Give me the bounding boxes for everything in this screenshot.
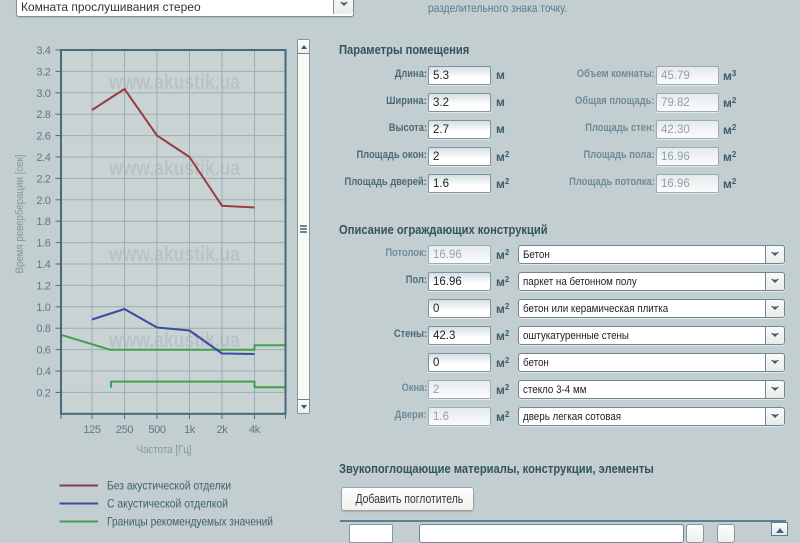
svg-text:www.akustik.ua: www.akustik.ua	[108, 71, 240, 94]
svg-text:www.akustik.ua: www.akustik.ua	[108, 329, 240, 352]
svg-text:0.6: 0.6	[36, 345, 50, 357]
svg-text:3.0: 3.0	[36, 88, 50, 100]
svg-text:2.0: 2.0	[36, 195, 50, 207]
svg-text:2.2: 2.2	[36, 173, 50, 185]
svg-text:1.8: 1.8	[36, 216, 50, 228]
svg-text:0.4: 0.4	[36, 366, 50, 378]
svg-text:2.4: 2.4	[36, 152, 50, 164]
svg-text:0.2: 0.2	[36, 387, 50, 399]
svg-text:1.0: 1.0	[36, 302, 50, 314]
svg-text:www.akustik.ua: www.akustik.ua	[108, 157, 240, 180]
svg-text:125: 125	[83, 424, 100, 436]
svg-text:Границы рекомендуемых значений: Границы рекомендуемых значений	[107, 515, 273, 529]
svg-text:Частота [Гц]: Частота [Гц]	[137, 444, 192, 456]
svg-text:2.8: 2.8	[36, 109, 50, 121]
svg-text:2k: 2k	[217, 424, 229, 436]
svg-text:Время реверберации [сек]: Время реверберации [сек]	[14, 155, 26, 274]
svg-text:2.6: 2.6	[36, 131, 50, 143]
svg-text:3.2: 3.2	[36, 66, 50, 78]
svg-text:4k: 4k	[249, 424, 261, 436]
svg-text:250: 250	[116, 424, 133, 436]
svg-text:0.8: 0.8	[36, 323, 50, 335]
svg-text:1k: 1k	[184, 424, 196, 436]
svg-text:1.4: 1.4	[36, 259, 50, 271]
svg-text:3.4: 3.4	[36, 45, 50, 57]
svg-text:500: 500	[148, 424, 165, 436]
svg-text:1.2: 1.2	[36, 280, 50, 292]
svg-text:С акустической отделкой: С акустической отделкой	[107, 497, 228, 511]
svg-text:Без акустической отделки: Без акустической отделки	[107, 479, 231, 493]
svg-text:www.akustik.ua: www.akustik.ua	[108, 243, 240, 266]
svg-text:1.6: 1.6	[36, 238, 50, 250]
